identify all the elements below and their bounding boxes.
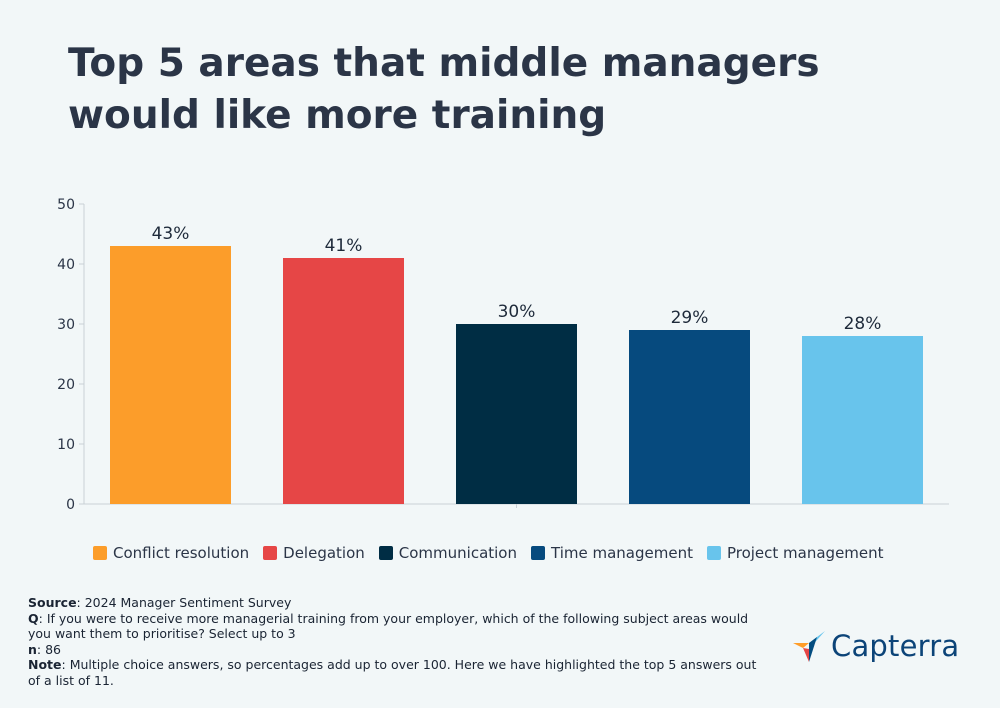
source-text: : 2024 Manager Sentiment Survey: [76, 595, 292, 610]
source-label: Source: [28, 595, 77, 610]
legend-label: Delegation: [283, 544, 365, 562]
data-label: 41%: [325, 236, 363, 256]
legend-label: Time management: [551, 544, 693, 562]
bar: [110, 246, 231, 504]
legend-item: Project management: [706, 544, 884, 562]
question-label: Q: [28, 610, 39, 626]
note-text: : Multiple choice answers, so percentage…: [28, 657, 757, 688]
bar: [456, 324, 577, 504]
data-label: 29%: [671, 308, 709, 328]
y-tick-label: 30: [57, 317, 75, 333]
legend-swatch: [378, 546, 393, 560]
sample-size-text: : 86: [36, 641, 61, 657]
y-tick-label: 40: [57, 257, 75, 273]
sample-size-line: n: 86: [28, 642, 768, 658]
logo-shard-4: [803, 648, 809, 662]
question-text: : If you were to receive more managerial…: [28, 610, 749, 642]
capterra-logo-text: Capterra: [831, 629, 960, 663]
bar: [802, 336, 923, 504]
legend-swatch: [531, 546, 545, 560]
question-line: Q: If you were to receive more manageria…: [28, 611, 768, 642]
legend-item: Communication: [378, 544, 517, 562]
legend-item: Delegation: [263, 544, 365, 562]
bar-chart: 0 10 20 30 40 50 43% 41% 30% 29% 28%: [57, 197, 949, 513]
source-line: Source: 2024 Manager Sentiment Survey: [28, 595, 768, 611]
y-tick-label: 0: [66, 497, 75, 513]
y-tick-label: 20: [57, 377, 75, 393]
legend-swatch: [263, 546, 278, 560]
bar: [283, 258, 404, 504]
legend-label: Conflict resolution: [113, 544, 250, 562]
capterra-logo: Capterra: [793, 628, 959, 664]
capterra-logo-icon: [793, 631, 825, 662]
y-tick-label: 10: [57, 437, 75, 453]
logo-shard-1: [793, 643, 809, 648]
chart-title: Top 5 areas that middle managers would l…: [68, 41, 820, 138]
legend-item: Conflict resolution: [93, 544, 249, 562]
note-label: Note: [28, 657, 62, 672]
legend-swatch: [93, 546, 107, 560]
note-line: Note: Multiple choice answers, so percen…: [28, 657, 768, 688]
legend-label: Project management: [726, 544, 884, 562]
data-label: 30%: [498, 302, 536, 322]
data-label: 43%: [152, 224, 190, 244]
logo-shard-3: [809, 637, 817, 662]
data-label: 28%: [844, 314, 882, 334]
legend: Conflict resolution Delegation Communica…: [93, 544, 898, 562]
footnotes: Source: 2024 Manager Sentiment Survey Q:…: [28, 595, 768, 688]
legend-swatch: [706, 546, 721, 560]
y-tick-label: 50: [57, 197, 75, 213]
bar: [629, 330, 750, 504]
legend-item: Time management: [531, 544, 693, 562]
legend-label: Communication: [398, 544, 517, 562]
sample-size-label: n: [28, 641, 37, 657]
